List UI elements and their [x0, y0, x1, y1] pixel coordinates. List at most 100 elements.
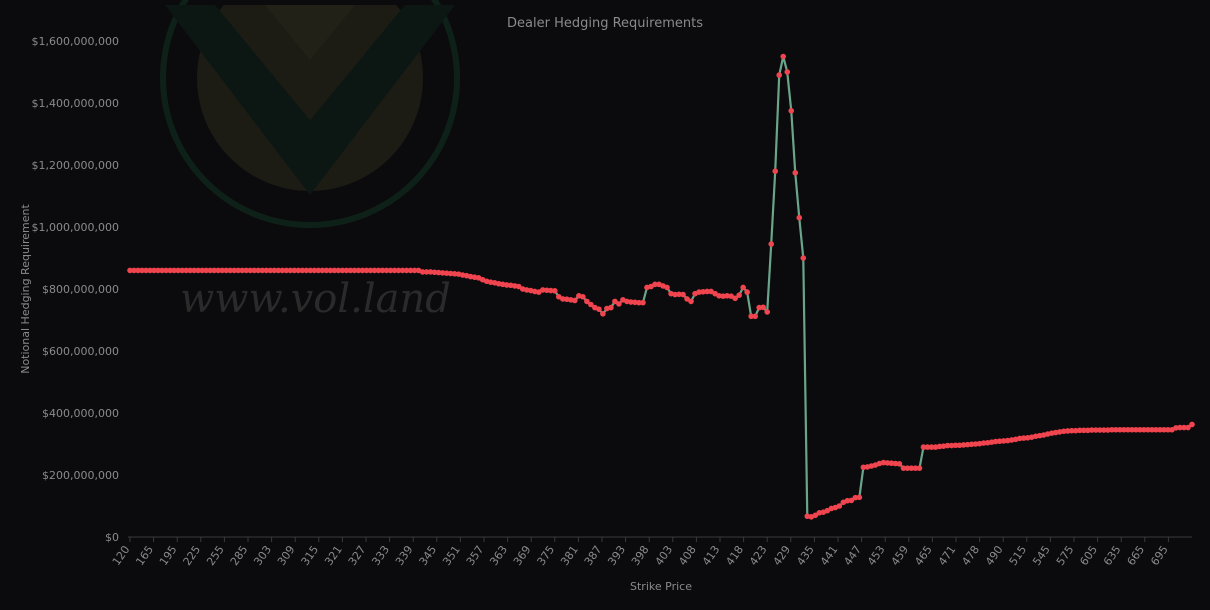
data-point[interactable]: [780, 53, 787, 60]
data-point[interactable]: [359, 267, 366, 274]
data-point[interactable]: [1149, 426, 1155, 433]
data-point[interactable]: [980, 440, 987, 446]
data-point[interactable]: [788, 107, 795, 114]
data-point[interactable]: [383, 267, 390, 274]
data-point[interactable]: [351, 267, 358, 274]
data-point[interactable]: [952, 442, 959, 449]
data-point[interactable]: [287, 267, 294, 274]
data-point[interactable]: [600, 311, 606, 317]
data-point[interactable]: [884, 460, 891, 466]
data-point[interactable]: [908, 465, 915, 471]
data-point[interactable]: [704, 288, 710, 295]
data-point[interactable]: [515, 283, 522, 290]
data-point[interactable]: [688, 298, 694, 305]
data-point[interactable]: [147, 267, 153, 274]
data-point[interactable]: [423, 269, 430, 275]
data-point[interactable]: [968, 441, 975, 448]
data-point[interactable]: [503, 282, 510, 288]
data-point[interactable]: [596, 306, 602, 312]
data-point[interactable]: [892, 460, 899, 467]
data-point[interactable]: [347, 267, 354, 274]
data-point[interactable]: [764, 309, 770, 315]
data-point[interactable]: [1129, 426, 1135, 433]
data-point[interactable]: [740, 284, 746, 291]
data-point[interactable]: [584, 298, 590, 305]
data-point[interactable]: [792, 169, 799, 176]
data-point[interactable]: [1105, 427, 1111, 433]
data-point[interactable]: [1020, 435, 1027, 441]
data-point[interactable]: [1113, 426, 1119, 433]
data-point[interactable]: [387, 267, 394, 274]
data-point[interactable]: [395, 267, 402, 274]
data-point[interactable]: [163, 267, 169, 274]
data-point[interactable]: [1189, 421, 1195, 428]
data-point[interactable]: [748, 313, 754, 320]
data-point[interactable]: [608, 304, 614, 311]
data-point[interactable]: [560, 296, 566, 302]
data-point[interactable]: [183, 267, 189, 274]
data-point[interactable]: [904, 465, 911, 471]
data-point[interactable]: [912, 465, 919, 471]
data-point[interactable]: [1141, 426, 1147, 433]
data-point[interactable]: [812, 512, 819, 519]
data-point[interactable]: [720, 293, 726, 299]
data-point[interactable]: [331, 267, 338, 274]
data-point[interactable]: [371, 267, 378, 274]
data-point[interactable]: [856, 494, 863, 501]
data-point[interactable]: [191, 267, 197, 274]
data-point[interactable]: [916, 465, 923, 471]
data-point[interactable]: [1093, 427, 1099, 433]
data-point[interactable]: [992, 438, 999, 445]
data-point[interactable]: [752, 313, 758, 320]
data-point[interactable]: [335, 267, 342, 274]
data-point[interactable]: [231, 267, 237, 274]
data-point[interactable]: [964, 441, 971, 448]
data-point[interactable]: [860, 464, 867, 471]
data-point[interactable]: [443, 270, 450, 276]
data-point[interactable]: [363, 267, 370, 274]
data-point[interactable]: [195, 267, 201, 274]
data-point[interactable]: [303, 267, 310, 274]
data-point[interactable]: [948, 442, 955, 449]
data-point[interactable]: [760, 304, 766, 311]
data-point[interactable]: [652, 281, 658, 288]
data-point[interactable]: [379, 267, 386, 274]
data-point[interactable]: [243, 267, 250, 274]
data-point[interactable]: [680, 291, 686, 298]
data-point[interactable]: [1081, 427, 1087, 434]
data-point[interactable]: [1000, 438, 1007, 444]
data-point[interactable]: [167, 267, 173, 274]
data-point[interactable]: [996, 438, 1003, 445]
data-point[interactable]: [327, 267, 334, 274]
data-point[interactable]: [367, 267, 374, 274]
data-point[interactable]: [616, 301, 622, 307]
data-point[interactable]: [175, 267, 181, 274]
data-point[interactable]: [552, 288, 558, 294]
data-point[interactable]: [247, 267, 254, 274]
data-point[interactable]: [756, 304, 762, 311]
data-point[interactable]: [1161, 426, 1167, 433]
data-point[interactable]: [776, 72, 783, 78]
data-point[interactable]: [295, 267, 302, 274]
data-point[interactable]: [1101, 427, 1107, 433]
data-point[interactable]: [311, 267, 318, 274]
data-point[interactable]: [672, 291, 678, 298]
data-point[interactable]: [1109, 426, 1115, 433]
data-point[interactable]: [179, 267, 185, 274]
data-point[interactable]: [439, 270, 446, 276]
data-point[interactable]: [960, 442, 967, 448]
data-point[interactable]: [199, 267, 205, 274]
data-point[interactable]: [684, 296, 690, 302]
data-point[interactable]: [1060, 428, 1067, 435]
data-point[interactable]: [403, 267, 410, 274]
data-point[interactable]: [323, 267, 330, 274]
data-point[interactable]: [1085, 427, 1091, 434]
data-point[interactable]: [235, 267, 241, 274]
data-point[interactable]: [375, 267, 382, 274]
data-point[interactable]: [1016, 435, 1023, 442]
data-point[interactable]: [636, 299, 642, 306]
data-point[interactable]: [407, 267, 414, 274]
data-point[interactable]: [580, 293, 586, 300]
data-point[interactable]: [171, 267, 177, 274]
data-point[interactable]: [800, 255, 807, 261]
